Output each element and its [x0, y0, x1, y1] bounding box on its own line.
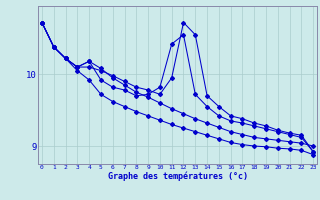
X-axis label: Graphe des températures (°c): Graphe des températures (°c) — [108, 172, 248, 181]
